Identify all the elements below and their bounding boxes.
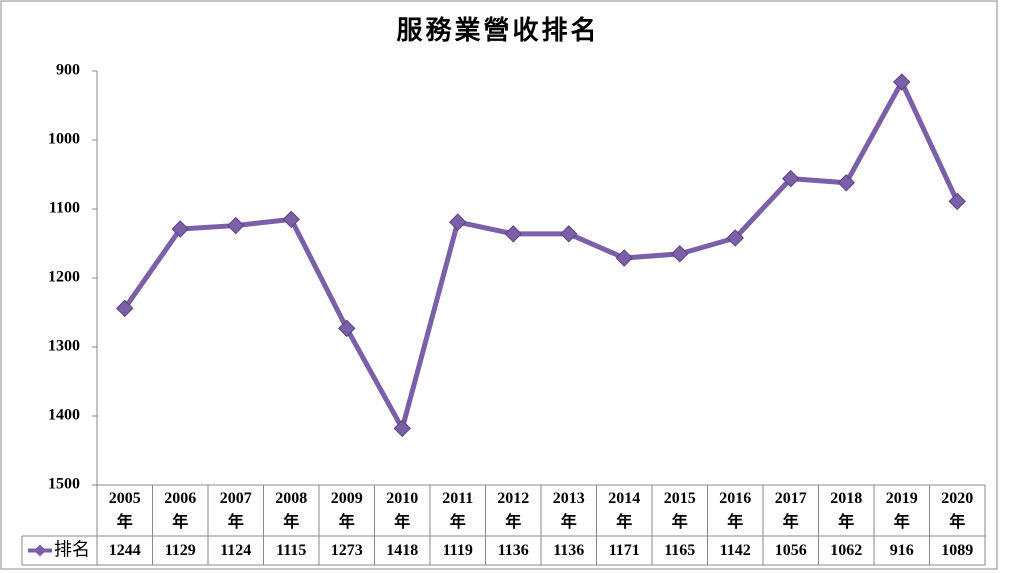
x-tick-label: 2020年 <box>941 490 974 531</box>
table-value: 1418 <box>386 542 418 559</box>
table-value: 1244 <box>109 542 141 559</box>
table-value: 1129 <box>165 542 196 559</box>
table-value: 1056 <box>775 542 807 559</box>
marker <box>338 319 356 338</box>
x-tick-label: 2018年 <box>830 490 863 531</box>
marker <box>615 249 633 267</box>
marker <box>282 210 300 229</box>
table-value: 1124 <box>220 542 251 559</box>
y-tick-label: 1200 <box>48 269 80 286</box>
table-value: 1171 <box>609 542 640 559</box>
marker <box>393 419 411 438</box>
marker <box>504 225 522 243</box>
marker <box>948 192 966 211</box>
table-value: 1115 <box>276 542 306 559</box>
legend-marker <box>34 544 46 557</box>
x-tick-label: 2014年 <box>608 490 641 531</box>
table-value: 1165 <box>664 542 695 559</box>
marker <box>227 216 245 235</box>
x-tick-label: 2010年 <box>386 490 419 531</box>
y-tick-label: 900 <box>56 62 80 79</box>
x-tick-label: 2016年 <box>719 490 752 531</box>
x-tick-label: 2008年 <box>275 490 308 531</box>
marker <box>449 213 467 231</box>
x-tick-label: 2013年 <box>552 490 585 531</box>
chart-frame <box>0 0 998 570</box>
marker <box>893 73 911 91</box>
table-value: 1136 <box>498 542 529 559</box>
x-tick-label: 2006年 <box>164 490 197 531</box>
marker <box>171 220 189 238</box>
table-value: 1119 <box>443 542 473 559</box>
marker <box>671 245 689 263</box>
x-tick-label: 2017年 <box>774 490 807 531</box>
marker <box>837 174 855 192</box>
chart-title: 服務業營收排名 <box>396 15 599 45</box>
series-line <box>122 79 960 431</box>
marker <box>726 229 744 247</box>
x-tick-label: 2007年 <box>219 490 252 531</box>
x-tick-label: 2019年 <box>885 490 918 531</box>
y-tick-label: 1100 <box>49 200 80 217</box>
x-tick-label: 2009年 <box>330 490 363 531</box>
y-tick-label: 1000 <box>48 131 80 148</box>
y-tick-label: 1500 <box>48 476 80 493</box>
table-value: 1142 <box>720 542 751 559</box>
table-value: 916 <box>890 542 914 559</box>
y-tick-label: 1400 <box>48 407 80 424</box>
x-tick-label: 2005年 <box>108 490 141 531</box>
marker <box>782 169 800 188</box>
x-tick-label: 2012年 <box>497 490 530 531</box>
marker <box>116 299 134 318</box>
table-value: 1136 <box>553 542 584 559</box>
marker <box>560 225 578 243</box>
x-tick-label: 2011年 <box>442 490 474 531</box>
legend-label: 排名 <box>54 540 90 560</box>
x-tick-label: 2015年 <box>663 490 696 531</box>
table-value: 1089 <box>941 542 973 559</box>
y-tick-label: 1300 <box>48 338 80 355</box>
table-value: 1273 <box>331 542 363 559</box>
table-value: 1062 <box>830 542 862 559</box>
